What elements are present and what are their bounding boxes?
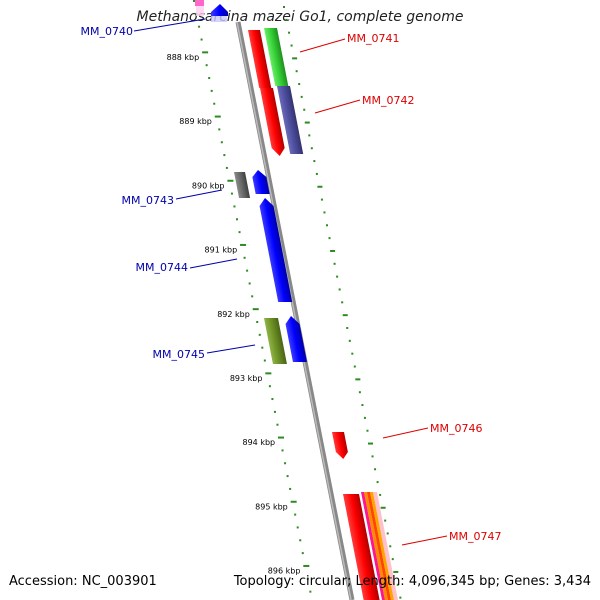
gene-label-mm0744[interactable]: MM_0744 xyxy=(136,261,188,274)
gene-label-mm0742[interactable]: MM_0742 xyxy=(362,94,414,107)
feature-mm0741-red[interactable] xyxy=(247,30,272,88)
mm0742-leader xyxy=(314,99,361,114)
feature-mm0742-purple[interactable] xyxy=(277,86,304,154)
tick-label: 890 kbp xyxy=(192,181,225,190)
gene-label-mm0741[interactable]: MM_0741 xyxy=(347,32,399,45)
inner-tick-track xyxy=(193,0,312,593)
feature-mm0740-arrow[interactable] xyxy=(211,4,228,16)
feature-mm0745-arrow[interactable] xyxy=(284,316,307,362)
feature-mm0740-light[interactable] xyxy=(211,16,227,22)
mm0741-leader xyxy=(299,38,346,53)
feature-mm0741-green[interactable] xyxy=(264,28,289,86)
genes-label: Genes: xyxy=(504,574,550,589)
mm0747-leader xyxy=(401,535,448,546)
feature-mm0745-olive[interactable] xyxy=(264,318,287,364)
tick-label: 889 kbp xyxy=(179,117,212,126)
topology-label: Topology: xyxy=(233,574,295,589)
feature-mm0747-striped[interactable] xyxy=(361,492,398,600)
gene-label-mm0747[interactable]: MM_0747 xyxy=(449,530,501,543)
accession-label: Accession: xyxy=(9,574,78,589)
gene-label-mm0745[interactable]: MM_0745 xyxy=(153,348,205,361)
feature-mm0746-red[interactable] xyxy=(332,432,349,459)
tick-label: 892 kbp xyxy=(217,310,250,319)
genome-backbone-highlight xyxy=(236,21,352,600)
tick-label: 891 kbp xyxy=(205,246,238,255)
feature-mm0744-arrow[interactable] xyxy=(258,198,293,302)
accession-value: NC_003901 xyxy=(81,574,157,589)
feature-mm0743-arrow[interactable] xyxy=(251,170,270,194)
genes-value: 3,434 xyxy=(553,574,591,589)
outer-tick-track xyxy=(283,6,402,599)
length-value: 4,096,345 bp xyxy=(408,574,496,589)
feature-mm0743-grey[interactable] xyxy=(234,172,251,198)
mm0744-leader xyxy=(189,258,238,269)
feature-mm0747-red[interactable] xyxy=(343,494,380,600)
tick-label: 895 kbp xyxy=(255,502,288,511)
tick-label: 888 kbp xyxy=(167,53,200,62)
gene-label-mm0740[interactable]: MM_0740 xyxy=(81,25,133,38)
gene-label-mm0743[interactable]: MM_0743 xyxy=(122,194,174,207)
accession-info: Accession: NC_003901 xyxy=(9,574,157,589)
tick-labels: 888 kbp 889 kbp 890 kbp 891 kbp 892 kbp 893 k… xyxy=(167,53,301,576)
genome-summary: Topology: circular; Length: 4,096,345 bp… xyxy=(233,574,591,589)
feature-pink-partial[interactable] xyxy=(195,0,204,6)
tick-label: 896 kbp xyxy=(268,567,301,576)
tick-label: 894 kbp xyxy=(243,438,276,447)
genome-backbone xyxy=(235,21,355,600)
topology-value: circular xyxy=(298,574,347,589)
feature-pink-light[interactable] xyxy=(196,6,204,16)
mm0746-leader xyxy=(382,427,429,439)
mm0745-leader xyxy=(206,344,256,354)
tick-label: 893 kbp xyxy=(230,374,263,383)
mm0740-leader xyxy=(133,18,206,32)
gene-label-mm0746[interactable]: MM_0746 xyxy=(430,422,482,435)
mm0743-leader xyxy=(175,189,223,200)
feature-mm0742-red[interactable] xyxy=(260,88,286,156)
length-label: Length: xyxy=(355,574,405,589)
